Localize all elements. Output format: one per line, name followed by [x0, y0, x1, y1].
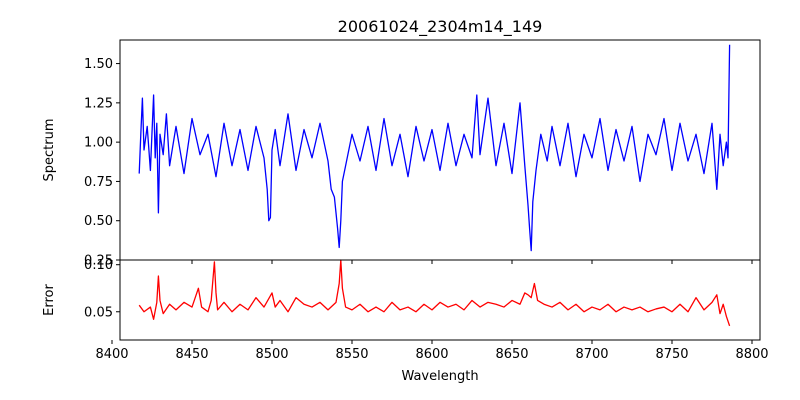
- error-xtick-label-4: 8600: [415, 347, 448, 362]
- error-xtick-label-0: 8400: [95, 347, 128, 362]
- error-series-line-0: [138, 259, 731, 327]
- error-ylabel: Error: [42, 284, 57, 316]
- spectrum-ytick-label-0: 0.25: [84, 254, 113, 269]
- error-ytick-label-1: 0.10: [84, 258, 113, 273]
- error-panel: 0.05 0.10 8400 8450 8500 8550 8600 8650 8700 8750…: [42, 258, 769, 384]
- spectrum-ytick-label-2: 0.75: [84, 175, 113, 190]
- error-ytick-label-0: 0.05: [84, 305, 113, 320]
- spectrum-ytick-label-5: 1.50: [84, 57, 113, 72]
- error-axes-frame: [119, 259, 761, 341]
- error-xtick-label-2: 8500: [255, 347, 288, 362]
- spectrum-ytick-label-4: 1.25: [84, 96, 113, 111]
- error-xtick-label-8: 8800: [735, 347, 768, 362]
- spectrum-ytick-label-1: 0.50: [84, 214, 113, 229]
- error-xtick-label-6: 8700: [575, 347, 608, 362]
- error-xlabel: Wavelength: [401, 369, 478, 384]
- error-xtick-label-5: 8650: [495, 347, 528, 362]
- error-xtick-label-3: 8550: [335, 347, 368, 362]
- error-xtick-label-7: 8750: [655, 347, 688, 362]
- spectrum-series-line-0: [138, 44, 731, 252]
- error-xtick-label-1: 8450: [175, 347, 208, 362]
- spectrum-ytick-label-3: 1.00: [84, 136, 113, 151]
- chart-title: 20061024_2304m14_149: [338, 17, 543, 37]
- spectrum-ylabel: Spectrum: [42, 119, 57, 182]
